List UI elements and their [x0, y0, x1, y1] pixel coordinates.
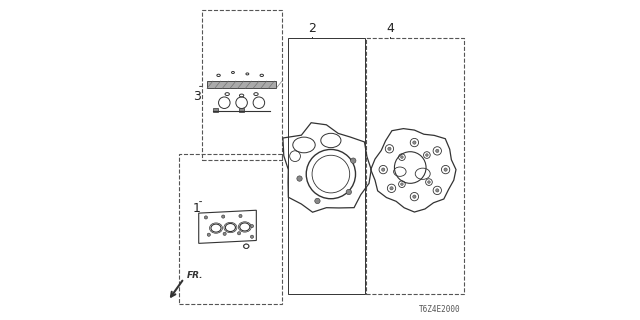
Circle shape [221, 215, 225, 218]
Circle shape [444, 168, 447, 171]
Circle shape [388, 147, 391, 150]
Text: 3: 3 [193, 90, 201, 102]
Bar [288, 38, 365, 294]
Circle shape [413, 141, 416, 144]
Bar [202, 10, 282, 160]
Text: FR.: FR. [187, 271, 204, 280]
Circle shape [346, 189, 351, 195]
Circle shape [426, 154, 428, 156]
Bar [213, 108, 218, 112]
Bar [366, 38, 464, 294]
Circle shape [381, 168, 385, 171]
Text: 1: 1 [193, 202, 201, 214]
Bar [179, 154, 282, 304]
Circle shape [401, 183, 403, 186]
Circle shape [297, 176, 302, 181]
Circle shape [250, 235, 253, 238]
Circle shape [239, 214, 242, 218]
Circle shape [204, 216, 207, 219]
Bar [207, 81, 276, 88]
Bar [239, 108, 244, 112]
Circle shape [436, 149, 439, 153]
Circle shape [223, 232, 226, 236]
Circle shape [428, 181, 430, 183]
Circle shape [237, 232, 241, 235]
Text: T6Z4E2000: T6Z4E2000 [419, 305, 461, 314]
Circle shape [413, 195, 416, 198]
Circle shape [390, 187, 393, 190]
Circle shape [436, 189, 439, 192]
Text: 4: 4 [387, 22, 394, 35]
Text: 2: 2 [308, 22, 316, 35]
Circle shape [207, 233, 211, 236]
Circle shape [401, 156, 403, 158]
Circle shape [315, 198, 320, 204]
Circle shape [351, 158, 356, 163]
Circle shape [250, 225, 253, 228]
